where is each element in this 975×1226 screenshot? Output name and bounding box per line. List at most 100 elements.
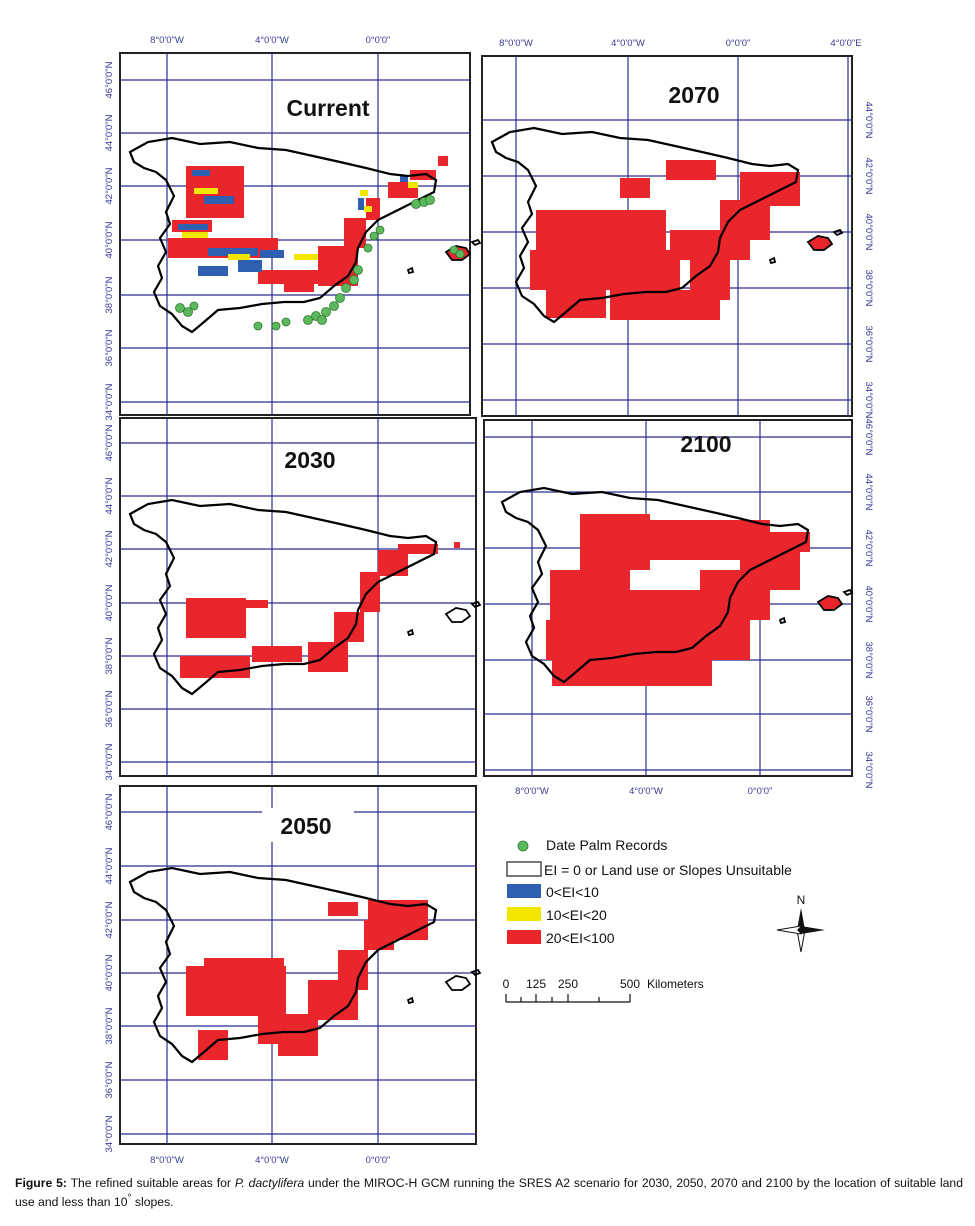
svg-text:34°0'0"N: 34°0'0"N <box>104 1115 115 1152</box>
legend-label-records: Date Palm Records <box>546 837 667 853</box>
date-palm-records <box>175 195 465 331</box>
svg-text:4°0'0"W: 4°0'0"W <box>629 786 663 797</box>
caption-text-2: under the MIROC-H GCM running the SRES A… <box>15 1176 963 1210</box>
svg-text:42°0'0"N: 42°0'0"N <box>104 167 115 204</box>
suitability-red <box>530 160 800 320</box>
graticule <box>120 786 476 1144</box>
map-panel-current: Current 8°0'0"W 4°0'0"W 0°0'0" 46°0'0"N … <box>104 35 481 420</box>
svg-text:44°0'0"N: 44°0'0"N <box>863 102 874 139</box>
svg-text:42°0'0"N: 42°0'0"N <box>104 530 115 567</box>
legend-label-unsuitable: EI = 0 or Land use or Slopes Unsuitable <box>544 862 792 878</box>
suitability-yellow <box>182 182 418 260</box>
legend-swatch-high <box>507 930 541 944</box>
legend-swatch-low <box>507 884 541 898</box>
svg-text:250: 250 <box>558 977 578 991</box>
svg-text:36°0'0"N: 36°0'0"N <box>104 329 115 366</box>
svg-text:125: 125 <box>526 977 546 991</box>
legend-label-low: 0<EI<10 <box>546 884 599 900</box>
svg-text:500: 500 <box>620 977 640 991</box>
legend-swatch-records <box>517 840 529 852</box>
svg-text:40°0'0"N: 40°0'0"N <box>104 584 115 621</box>
svg-text:38°0'0"N: 38°0'0"N <box>104 1007 115 1044</box>
caption-label: Figure 5: <box>15 1176 67 1190</box>
panel-title: 2030 <box>284 447 335 473</box>
svg-text:4°0'0"E: 4°0'0"E <box>830 38 861 49</box>
y-axis-labels: 46°0'0"N 44°0'0"N 42°0'0"N 40°0'0"N 38°0… <box>104 793 115 1152</box>
svg-text:44°0'0"N: 44°0'0"N <box>104 114 115 151</box>
svg-text:46°0'0"N: 46°0'0"N <box>104 61 115 98</box>
suitability-red <box>180 542 460 678</box>
svg-text:8°0'0"W: 8°0'0"W <box>499 38 533 49</box>
caption-text-1: The refined suitable areas for <box>66 1176 235 1190</box>
svg-text:44°0'0"N: 44°0'0"N <box>104 477 115 514</box>
svg-text:34°0'0"N: 34°0'0"N <box>104 743 115 780</box>
svg-text:0°0'0": 0°0'0" <box>726 38 751 49</box>
svg-text:0: 0 <box>503 977 510 991</box>
svg-text:44°0'0"N: 44°0'0"N <box>863 474 874 511</box>
legend: Date Palm Records EI = 0 or Land use or … <box>506 837 792 946</box>
svg-text:4°0'0"W: 4°0'0"W <box>255 35 289 46</box>
scale-bar: 0 125 250 500 Kilometers <box>503 977 704 1003</box>
svg-text:40°0'0"N: 40°0'0"N <box>863 214 874 251</box>
svg-text:8°0'0"W: 8°0'0"W <box>150 1155 184 1166</box>
svg-text:8°0'0"W: 8°0'0"W <box>150 35 184 46</box>
svg-text:4°0'0"W: 4°0'0"W <box>255 1155 289 1166</box>
svg-text:34°0'0"N: 34°0'0"N <box>863 752 874 789</box>
y-axis-labels: 46°0'0"N 44°0'0"N 42°0'0"N 40°0'0"N 38°0… <box>104 424 115 780</box>
map-panel-2050: 2050 8°0'0"W 4°0'0"W 0°0'0" 46°0'0"N 44°… <box>104 785 481 1166</box>
map-panel-2070: 2070 8°0'0"W 4°0'0"W 0°0'0" 4°0'0"E 44°0… <box>481 38 874 419</box>
legend-swatch-mid <box>507 907 541 921</box>
svg-text:40°0'0"N: 40°0'0"N <box>104 954 115 991</box>
svg-text:34°0'0"N: 34°0'0"N <box>863 382 874 419</box>
suitability-red <box>546 514 810 686</box>
svg-text:38°0'0"N: 38°0'0"N <box>104 276 115 313</box>
panel-title: Current <box>286 95 369 121</box>
svg-text:40°0'0"N: 40°0'0"N <box>104 221 115 258</box>
svg-text:0°0'0": 0°0'0" <box>366 1155 391 1166</box>
svg-text:38°0'0"N: 38°0'0"N <box>863 270 874 307</box>
svg-text:38°0'0"N: 38°0'0"N <box>104 637 115 674</box>
svg-text:36°0'0"N: 36°0'0"N <box>104 690 115 727</box>
svg-text:34°0'0"N: 34°0'0"N <box>104 383 115 420</box>
svg-text:42°0'0"N: 42°0'0"N <box>863 158 874 195</box>
title-background <box>262 808 354 842</box>
svg-text:0°0'0": 0°0'0" <box>366 35 391 46</box>
graticule <box>120 418 476 776</box>
x-axis-labels: 8°0'0"W 4°0'0"W 0°0'0" <box>150 35 390 46</box>
svg-text:42°0'0"N: 42°0'0"N <box>863 530 874 567</box>
svg-text:42°0'0"N: 42°0'0"N <box>104 901 115 938</box>
panel-title: 2070 <box>668 82 719 108</box>
svg-text:0°0'0": 0°0'0" <box>748 786 773 797</box>
north-label: N <box>797 893 806 907</box>
legend-label-high: 20<EI<100 <box>546 930 615 946</box>
legend-swatch-unsuitable <box>506 861 542 877</box>
svg-text:36°0'0"N: 36°0'0"N <box>863 696 874 733</box>
legend-label-mid: 10<EI<20 <box>546 907 607 923</box>
panel-title: 2050 <box>280 813 331 839</box>
x-axis-labels: 8°0'0"W 4°0'0"W 0°0'0" <box>515 786 772 797</box>
svg-text:36°0'0"N: 36°0'0"N <box>104 1061 115 1098</box>
panel-title: 2100 <box>680 431 731 457</box>
svg-text:36°0'0"N: 36°0'0"N <box>863 326 874 363</box>
y-axis-labels: 44°0'0"N 42°0'0"N 40°0'0"N 38°0'0"N 36°0… <box>863 102 874 419</box>
map-panel-2030: 2030 46°0'0"N 44°0'0"N 42°0'0"N 40°0'0"N… <box>104 417 481 780</box>
svg-text:4°0'0"W: 4°0'0"W <box>611 38 645 49</box>
caption-text-3: slopes. <box>131 1195 174 1210</box>
svg-text:46°0'0"N: 46°0'0"N <box>863 419 874 456</box>
svg-text:8°0'0"W: 8°0'0"W <box>515 786 549 797</box>
svg-text:44°0'0"N: 44°0'0"N <box>104 847 115 884</box>
svg-text:46°0'0"N: 46°0'0"N <box>104 793 115 830</box>
suitability-blue <box>178 170 408 276</box>
svg-text:46°0'0"N: 46°0'0"N <box>104 424 115 461</box>
svg-text:Kilometers: Kilometers <box>647 977 704 991</box>
caption-species: P. dactylifera <box>234 1176 305 1190</box>
svg-text:38°0'0"N: 38°0'0"N <box>863 642 874 679</box>
y-axis-labels: 46°0'0"N 44°0'0"N 42°0'0"N 40°0'0"N 38°0… <box>863 419 874 789</box>
suitability-red <box>186 900 428 1060</box>
figure-caption: Figure 5: The refined suitable areas for… <box>15 1176 963 1210</box>
svg-text:40°0'0"N: 40°0'0"N <box>863 586 874 623</box>
north-arrow-icon: N <box>776 893 825 953</box>
x-axis-labels: 8°0'0"W 4°0'0"W 0°0'0" 4°0'0"E <box>499 38 861 49</box>
map-panel-2100: 2100 8°0'0"W 4°0'0"W 0°0'0" 46°0'0"N 44°… <box>483 419 874 797</box>
